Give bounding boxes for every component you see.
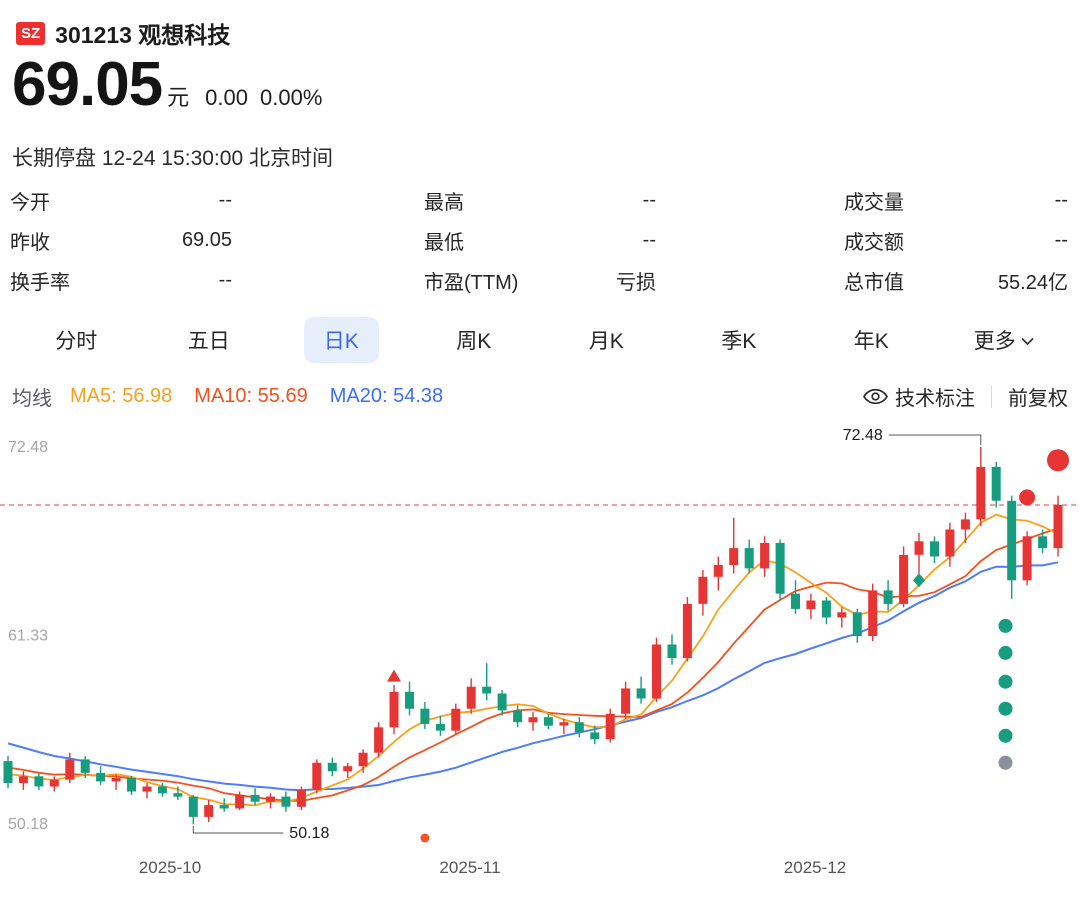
price-unit: 元 [167, 85, 190, 110]
ma20-legend: MA20: 54.38 [329, 385, 444, 407]
stat-value-turnover-rate: -- [218, 268, 232, 291]
x-axis-label-november: 2025-11 [439, 858, 501, 877]
period-tabs: 分时 五日 日K 周K 月K 季K 年K 更多 [10, 317, 1071, 363]
price-row: 69.05 元 0.00 0.00% [12, 52, 322, 117]
forward-adjust-button[interactable]: 前复权 [1008, 382, 1068, 411]
svg-text:72.48: 72.48 [843, 427, 883, 444]
ma5-line [7, 513, 1059, 807]
stat-label-volume: 成交量 [844, 191, 904, 214]
tab-more-label: 更多 [973, 330, 1016, 353]
ma-lines [7, 513, 1059, 807]
stats-column-3: 成交量 -- 成交额 -- 总市值 55.24亿 [844, 180, 1068, 300]
tab-monthly-k[interactable]: 月K [588, 330, 624, 353]
stat-label-open: 今开 [10, 191, 50, 214]
x-axis-label-december: 2025-12 [783, 858, 847, 877]
trading-status-line: 长期停盘 12-24 15:30:00 北京时间 [12, 147, 333, 170]
stat-row: 总市值 55.24亿 [844, 260, 1068, 300]
tab-quarterly-k[interactable]: 季K [721, 330, 757, 353]
stat-value-high: -- [642, 188, 656, 211]
stats-column-1: 今开 -- 昨收 69.05 换手率 -- [10, 180, 232, 300]
kline-chart[interactable]: 72.48 50.18 72.48 61.33 50.18 [0, 415, 1080, 847]
stat-label-turnover-rate: 换手率 [10, 271, 70, 294]
stat-label-high: 最高 [424, 191, 464, 214]
tab-more[interactable]: 更多 [938, 318, 1071, 362]
signal-markers [387, 449, 1069, 843]
x-axis-label-october: 2025-10 [138, 858, 202, 877]
ma10-line [7, 527, 1059, 802]
stat-value-low: -- [642, 228, 656, 251]
stat-value-pe-ttm: 亏损 [616, 271, 656, 294]
stat-row: 成交量 -- [844, 180, 1068, 220]
tab-minute[interactable]: 分时 [55, 330, 98, 353]
y-axis-labels: 72.48 61.33 50.18 [8, 439, 48, 833]
stat-value-amount: -- [1054, 228, 1068, 251]
stat-value-market-cap: 55.24亿 [997, 271, 1068, 294]
tab-weekly-k[interactable]: 周K [456, 330, 492, 353]
svg-text:72.48: 72.48 [8, 439, 48, 456]
tech-annotation-toggle[interactable]: 技术标注 [863, 382, 975, 411]
stat-row: 今开 -- [10, 180, 232, 220]
stat-value-volume: -- [1054, 188, 1068, 211]
stat-row: 最低 -- [424, 220, 656, 260]
stat-label-low: 最低 [424, 231, 464, 254]
stat-value-open: -- [218, 188, 232, 211]
stat-label-market-cap: 总市值 [844, 271, 904, 294]
exchange-badge: SZ [16, 21, 46, 45]
stat-label-prev-close: 昨收 [10, 231, 50, 254]
tab-five-day[interactable]: 五日 [187, 330, 230, 353]
stat-row: 最高 -- [424, 180, 656, 220]
ma20-line [7, 561, 1059, 792]
stat-label-amount: 成交额 [844, 231, 904, 254]
svg-text:50.18: 50.18 [289, 825, 329, 842]
eye-icon [863, 388, 888, 405]
stat-value-prev-close: 69.05 [181, 228, 232, 251]
stock-title: 301213 观想科技 [55, 22, 231, 48]
svg-text:61.33: 61.33 [8, 628, 48, 645]
stock-header: SZ 301213 观想科技 [16, 16, 230, 50]
tech-annotation-label: 技术标注 [895, 388, 975, 410]
candles [3, 447, 1063, 824]
kline-svg[interactable]: 72.48 50.18 72.48 61.33 50.18 [0, 415, 1080, 847]
vertical-divider [991, 385, 992, 408]
stat-label-pe-ttm: 市盈(TTM) [424, 271, 519, 294]
svg-text:50.18: 50.18 [8, 816, 48, 833]
ma-legend-bar: 均线 MA5: 56.98 MA10: 55.69 MA20: 54.38 技术… [12, 382, 1068, 411]
chevron-down-icon [1021, 337, 1034, 346]
forward-adjust-label: 前复权 [1008, 388, 1068, 410]
stat-row: 市盈(TTM) 亏损 [424, 260, 656, 300]
stats-column-2: 最高 -- 最低 -- 市盈(TTM) 亏损 [424, 180, 656, 300]
ma10-legend: MA10: 55.69 [194, 385, 308, 407]
ma-prefix-label: 均线 [12, 388, 52, 410]
stat-row: 换手率 -- [10, 260, 232, 300]
tab-daily-k[interactable]: 日K [275, 317, 408, 363]
stat-row: 昨收 69.05 [10, 220, 232, 260]
ma5-legend: MA5: 56.98 [70, 385, 173, 407]
stat-row: 成交额 -- [844, 220, 1068, 260]
extreme-annotations: 72.48 50.18 [192, 427, 982, 842]
current-price: 69.05 [12, 50, 163, 119]
price-change: 0.00 [205, 85, 248, 110]
price-change-percent: 0.00% [260, 85, 323, 110]
tab-yearly-k[interactable]: 年K [853, 330, 889, 353]
